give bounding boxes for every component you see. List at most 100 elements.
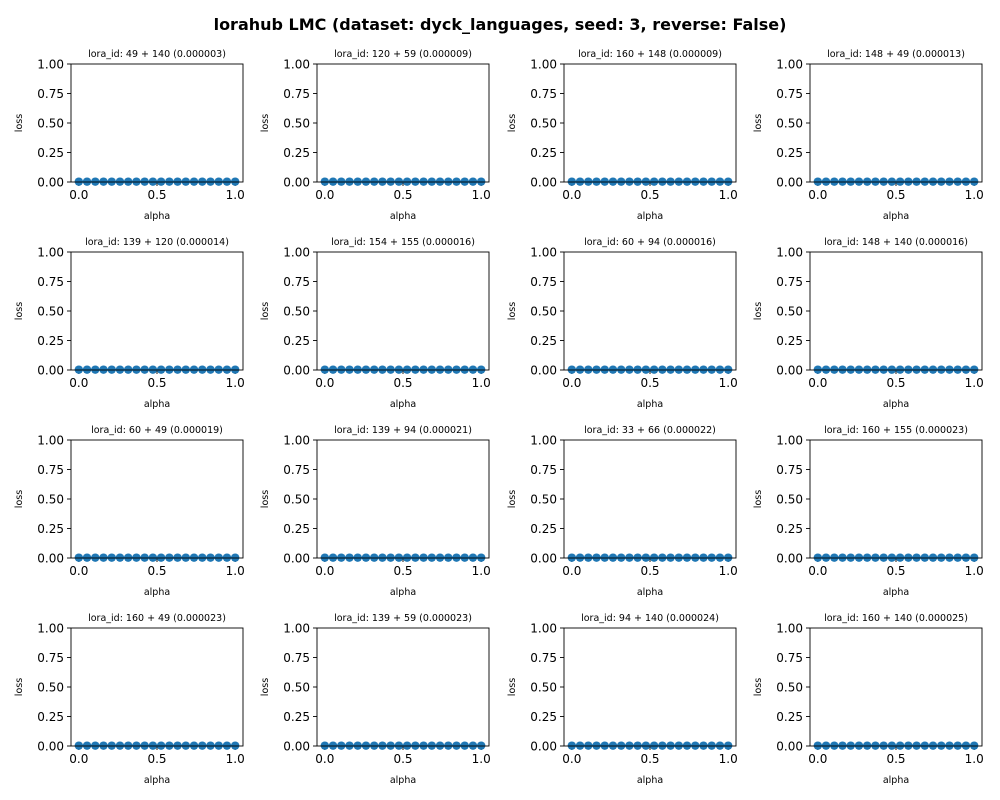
subplot-13: lora_id: 160 + 49 (0.000023)0.000.250.50…: [14, 613, 245, 786]
y-tick-label: 0.75: [776, 87, 803, 101]
x-axis-label: alpha: [390, 211, 416, 222]
x-tick-label: 0.5: [393, 752, 412, 766]
x-tick-label: 0.0: [315, 564, 334, 578]
y-tick-label: 0.75: [283, 463, 310, 477]
y-axis-label: loss: [753, 678, 764, 696]
subplot-title: lora_id: 160 + 140 (0.000025): [824, 613, 968, 624]
subplot-2: lora_id: 120 + 59 (0.000009)0.000.250.50…: [260, 49, 491, 222]
subplot-14: lora_id: 139 + 59 (0.000023)0.000.250.50…: [260, 613, 491, 786]
y-tick-label: 0.25: [283, 522, 310, 536]
y-tick-label: 0.50: [776, 117, 803, 131]
subplot-title: lora_id: 160 + 148 (0.000009): [578, 49, 722, 60]
subplot-15: lora_id: 94 + 140 (0.000024)0.000.250.50…: [507, 613, 738, 786]
axes-frame: [316, 251, 490, 371]
y-tick-label: 0.25: [776, 334, 803, 348]
y-tick-label: 0.50: [530, 117, 557, 131]
x-tick-label: 0.5: [640, 376, 659, 390]
y-axis-label: loss: [260, 678, 271, 696]
y-tick-label: 0.50: [283, 305, 310, 319]
x-tick-label: 0.5: [147, 376, 166, 390]
x-tick-label: 1.0: [226, 564, 245, 578]
y-tick-label: 1.00: [283, 622, 310, 636]
axes-frame: [563, 439, 737, 559]
x-tick-label: 0.0: [69, 376, 88, 390]
subplot-3: lora_id: 160 + 148 (0.000009) 0.00 0.25 0.5…: [507, 49, 738, 222]
y-tick-label: 0.75: [776, 463, 803, 477]
x-axis-label: alpha: [144, 587, 170, 598]
axes-frame: [70, 439, 244, 559]
y-tick-label: 0.00: [283, 364, 310, 378]
x-tick-label: 0.5: [640, 564, 659, 578]
y-axis-label: loss: [753, 490, 764, 508]
x-tick-label: 1.0: [719, 564, 738, 578]
y-tick-label: 0.75: [37, 463, 64, 477]
x-tick-label: 1.0: [472, 376, 491, 390]
y-tick-label: 0.50: [283, 117, 310, 131]
x-tick-label: 0.0: [69, 188, 88, 202]
y-tick-label: 1.00: [530, 434, 557, 448]
x-tick-label: 0.5: [147, 752, 166, 766]
x-tick-label: 1.0: [472, 564, 491, 578]
y-tick-label: 0.00: [530, 176, 557, 190]
y-tick-label: 0.75: [530, 87, 557, 101]
y-axis-label: loss: [507, 302, 518, 320]
subplot-title: lora_id: 148 + 49 (0.000013): [827, 49, 965, 60]
x-axis-label: alpha: [637, 775, 663, 786]
axes-frame: [70, 63, 244, 183]
y-tick-label: 0.00: [37, 740, 64, 754]
y-axis-label: loss: [507, 490, 518, 508]
y-tick-label: 0.00: [776, 740, 803, 754]
y-axis-label: loss: [14, 678, 25, 696]
y-axis-label: loss: [507, 114, 518, 132]
subplot-title: lora_id: 49 + 140 (0.000003): [88, 49, 226, 60]
x-tick-label: 0.5: [393, 564, 412, 578]
y-axis-label: loss: [753, 302, 764, 320]
y-tick-label: 0.75: [283, 651, 310, 665]
y-tick-label: 0.75: [530, 651, 557, 665]
y-tick-label: 0.75: [776, 275, 803, 289]
x-tick-label: 0.5: [393, 376, 412, 390]
y-tick-label: 0.75: [37, 651, 64, 665]
axes-frame: [563, 251, 737, 371]
y-tick-label: 0.75: [37, 87, 64, 101]
y-tick-label: 0.00: [530, 364, 557, 378]
subplot-title: lora_id: 139 + 120 (0.000014): [85, 237, 229, 248]
y-tick-label: 0.00: [37, 552, 64, 566]
x-axis-label: alpha: [390, 587, 416, 598]
y-tick-label: 0.25: [530, 710, 557, 724]
subplot-title: lora_id: 60 + 94 (0.000016): [584, 237, 716, 248]
y-tick-label: 1.00: [776, 58, 803, 72]
x-tick-label: 1.0: [965, 376, 984, 390]
x-tick-label: 1.0: [719, 376, 738, 390]
x-tick-label: 0.0: [808, 188, 827, 202]
subplot-10: lora_id: 139 + 94 (0.000021)0.000.250.50…: [260, 425, 491, 598]
subplot-12: lora_id: 160 + 155 (0.000023) 0.00 0.25 0.5…: [753, 425, 984, 598]
x-tick-label: 0.5: [886, 564, 905, 578]
y-tick-label: 0.50: [530, 681, 557, 695]
y-tick-label: 0.00: [283, 740, 310, 754]
y-tick-label: 1.00: [37, 246, 64, 260]
y-tick-label: 0.00: [776, 552, 803, 566]
x-tick-label: 1.0: [965, 564, 984, 578]
y-tick-label: 0.50: [37, 681, 64, 695]
y-tick-label: 0.50: [37, 117, 64, 131]
x-tick-label: 0.5: [147, 564, 166, 578]
x-tick-label: 0.0: [562, 188, 581, 202]
y-tick-label: 1.00: [776, 434, 803, 448]
y-tick-label: 0.25: [530, 334, 557, 348]
y-tick-label: 0.25: [776, 710, 803, 724]
x-axis-label: alpha: [144, 775, 170, 786]
y-tick-label: 0.50: [530, 305, 557, 319]
x-axis-label: alpha: [883, 587, 909, 598]
x-tick-label: 1.0: [472, 752, 491, 766]
y-tick-label: 0.50: [776, 681, 803, 695]
subplot-title: lora_id: 33 + 66 (0.000022): [584, 425, 716, 436]
y-tick-label: 0.25: [530, 146, 557, 160]
axes-frame: [316, 63, 490, 183]
subplot-4: lora_id: 148 + 49 (0.000013)0.000.250.50…: [753, 49, 984, 222]
y-tick-label: 1.00: [283, 58, 310, 72]
x-tick-label: 0.0: [808, 376, 827, 390]
subplot-6: lora_id: 154 + 155 (0.000016) 0.00 0.25 0.5…: [260, 237, 491, 410]
y-axis-label: loss: [14, 490, 25, 508]
